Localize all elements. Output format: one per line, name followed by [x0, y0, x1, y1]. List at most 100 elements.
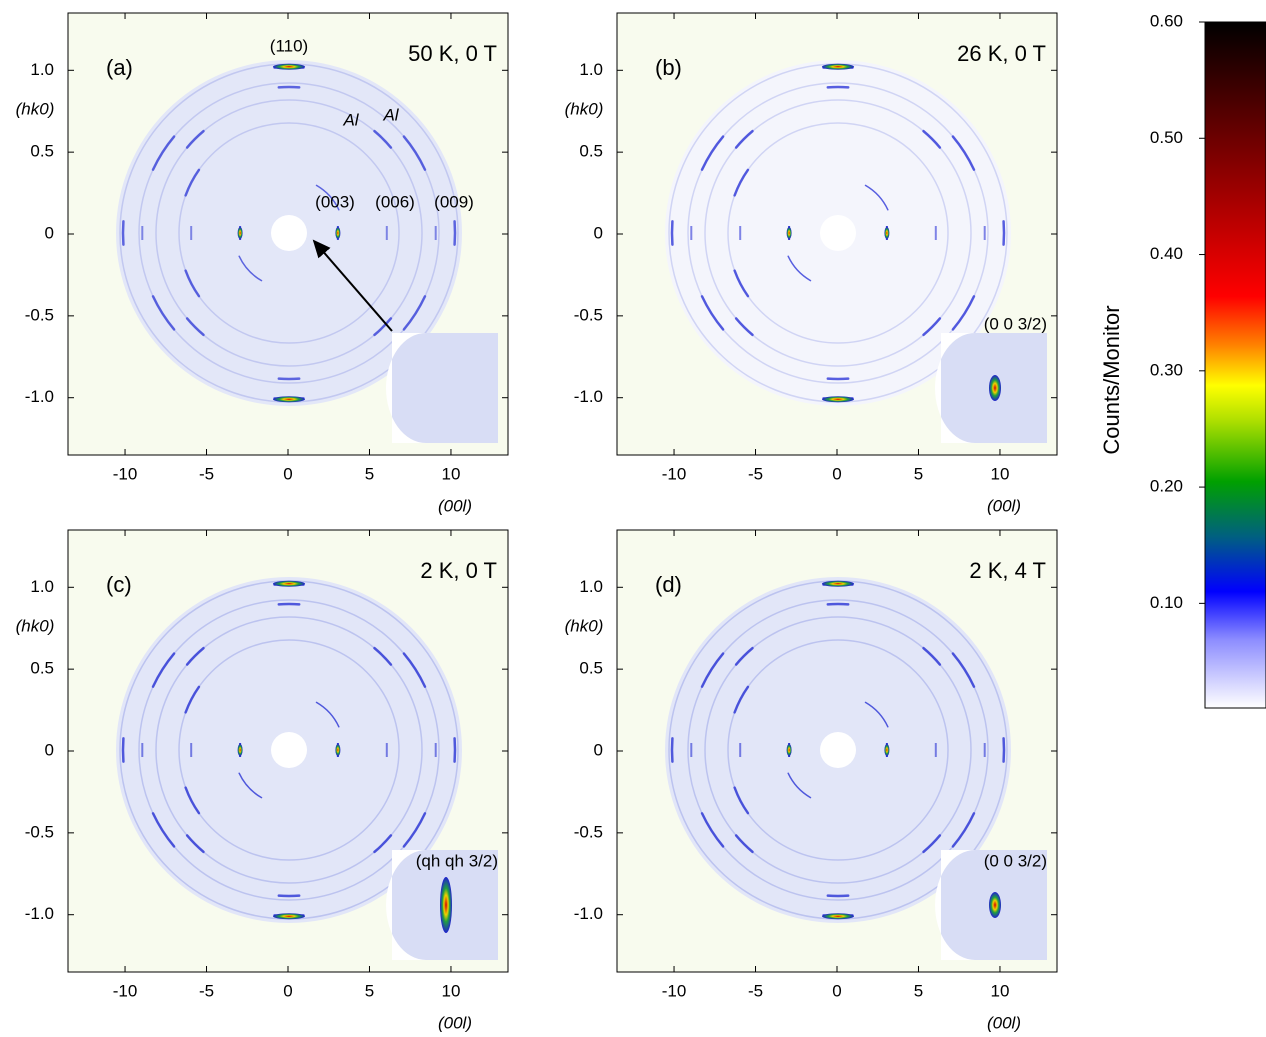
- y-tick-label: 1.0: [579, 577, 603, 596]
- x-tick-label: -10: [113, 981, 138, 1000]
- colorbar: [1205, 22, 1266, 708]
- x-tick-label: -10: [113, 464, 138, 483]
- peak-annotation: (006): [375, 192, 415, 211]
- x-axis-label: (00l): [987, 496, 1021, 515]
- hot-spot: [238, 744, 243, 756]
- hot-spot: [238, 227, 243, 239]
- x-tick-label: -5: [199, 981, 214, 1000]
- y-axis-label: (hk0): [565, 99, 604, 118]
- y-axis-label: (hk0): [16, 99, 55, 118]
- panel: (0 0 3/2) -10 -5 0 5 10 1.0 0.5 0 -0.5 -1.0 (00l) (h…: [565, 13, 1057, 515]
- condition-label: 50 K, 0 T: [408, 41, 497, 66]
- x-tick-label: 10: [991, 981, 1010, 1000]
- x-tick-label: -10: [662, 981, 687, 1000]
- y-tick-label: 0: [594, 740, 603, 759]
- inset: [392, 333, 498, 443]
- hot-spot: [822, 64, 854, 70]
- y-tick-label: -1.0: [25, 387, 54, 406]
- panel-label: (c): [106, 572, 132, 597]
- y-tick-label: -1.0: [25, 904, 54, 923]
- peak-annotation: (110): [270, 36, 308, 55]
- y-tick-label: 0: [594, 223, 603, 242]
- figure: -10-505101.00.50-0.5-1.0(00l)(hk0)(a)50 …: [0, 0, 1266, 1037]
- hot-spot: [822, 913, 854, 919]
- colorbar-tick-label: 0.10: [1150, 593, 1183, 612]
- y-tick-label: 0: [45, 223, 54, 242]
- hot-spot: [273, 64, 305, 70]
- y-tick-label: 0.5: [579, 142, 603, 161]
- inset-label: (0 0 3/2): [984, 314, 1047, 333]
- hot-spot: [273, 581, 305, 587]
- peak-annotation: (009): [434, 192, 474, 211]
- y-axis-label: (hk0): [565, 616, 604, 635]
- beam-stop: [271, 732, 307, 768]
- condition-label: 2 K, 4 T: [969, 558, 1046, 583]
- x-axis-label: (00l): [987, 1013, 1021, 1032]
- panel-label: (d): [655, 572, 682, 597]
- y-tick-label: 1.0: [30, 577, 54, 596]
- y-tick-label: 1.0: [30, 60, 54, 79]
- x-tick-label: 5: [914, 464, 923, 483]
- panel: (0 0 3/2) -10 -5 0 5 10 1.0 0.5 0 -0.5 -1.0 (00l) (h…: [565, 530, 1057, 1032]
- hot-spot: [273, 913, 305, 919]
- colorbar-tick-label: 0.60: [1150, 11, 1183, 30]
- inset-peak: [989, 375, 1001, 401]
- hot-spot: [822, 581, 854, 587]
- y-tick-label: -0.5: [574, 822, 603, 841]
- inset-label: (0 0 3/2): [984, 851, 1047, 870]
- y-tick-label: -0.5: [25, 822, 54, 841]
- hot-spot: [787, 227, 792, 239]
- y-tick-label: -1.0: [574, 904, 603, 923]
- y-tick-label: 0.5: [579, 659, 603, 678]
- x-tick-label: 0: [283, 981, 292, 1000]
- peak-annotation: Al: [342, 110, 359, 129]
- condition-label: 26 K, 0 T: [957, 41, 1046, 66]
- x-tick-label: 0: [832, 981, 841, 1000]
- x-tick-label: 5: [365, 464, 374, 483]
- hot-spot: [822, 396, 854, 402]
- x-tick-label: -5: [748, 464, 763, 483]
- y-tick-label: 0.5: [30, 142, 54, 161]
- hot-spot: [273, 396, 305, 402]
- x-tick-label: 10: [991, 464, 1010, 483]
- hot-spot: [787, 744, 792, 756]
- hot-spot: [335, 744, 340, 756]
- panel: -10 -5 0 5 10 1.0 0.5 0 -0.5 -1.0 (00l) (hk0) (a) 50 …: [16, 13, 508, 515]
- panel-label: (a): [106, 55, 133, 80]
- colorbar-tick-label: 0.20: [1150, 477, 1183, 496]
- page: {"chart_data": [ {"type": "image", "pane…: [0, 0, 1266, 1037]
- hot-spot: [884, 744, 889, 756]
- x-tick-label: 0: [832, 464, 841, 483]
- y-axis-label: (hk0): [16, 616, 55, 635]
- x-axis-label: (00l): [438, 496, 472, 515]
- beam-stop: [820, 732, 856, 768]
- x-tick-label: 5: [365, 981, 374, 1000]
- y-tick-label: 0.5: [30, 659, 54, 678]
- x-tick-label: 0: [283, 464, 292, 483]
- beam-stop: [271, 215, 307, 251]
- colorbar-label: Counts/Monitor: [1099, 305, 1124, 454]
- y-tick-label: -0.5: [574, 305, 603, 324]
- y-tick-label: -0.5: [25, 305, 54, 324]
- x-tick-label: -10: [662, 464, 687, 483]
- x-tick-label: 5: [914, 981, 923, 1000]
- y-tick-label: 1.0: [579, 60, 603, 79]
- y-tick-label: 0: [45, 740, 54, 759]
- y-tick-label: -1.0: [574, 387, 603, 406]
- x-tick-label: -5: [199, 464, 214, 483]
- peak-annotation: Al: [382, 105, 399, 124]
- panel-label: (b): [655, 55, 682, 80]
- inset-label: (qh qh 3/2): [416, 851, 498, 870]
- hot-spot: [884, 227, 889, 239]
- x-tick-label: 10: [442, 464, 461, 483]
- panel: (qh qh 3/2) -10 -5 0 5 10 1.0 0.5 0 -0.5 -1.0 (00l)…: [16, 530, 508, 1032]
- beam-stop: [820, 215, 856, 251]
- x-axis-label: (00l): [438, 1013, 472, 1032]
- x-tick-label: 10: [442, 981, 461, 1000]
- peak-annotation: (003): [315, 192, 355, 211]
- inset-peak: [989, 892, 1001, 918]
- colorbar-tick-label: 0.50: [1150, 128, 1183, 147]
- x-tick-label: -5: [748, 981, 763, 1000]
- colorbar-tick-label: 0.30: [1150, 360, 1183, 379]
- colorbar-tick-label: 0.40: [1150, 244, 1183, 263]
